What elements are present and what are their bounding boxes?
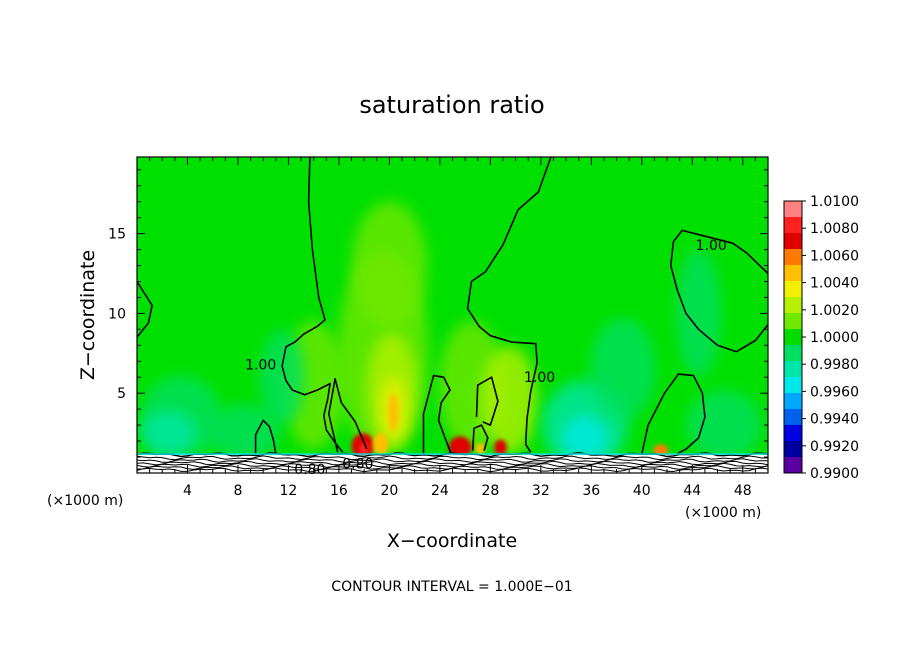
colorbar-swatch (784, 201, 802, 218)
contour-label: 1.00 (245, 357, 276, 373)
field-hotspot (475, 442, 486, 456)
contour-label: 1.00 (696, 238, 727, 254)
field-hotspot (388, 393, 399, 432)
contour-line (254, 419, 277, 454)
colorbar-swatch (784, 361, 802, 378)
contour-lines (137, 157, 768, 455)
x-tick-label: 48 (734, 483, 752, 499)
y-tick-label: 5 (117, 386, 126, 402)
field-hotspot (494, 439, 507, 456)
colorbar-label: 0.9980 (810, 357, 859, 373)
x-axis-label: X−coordinate (387, 530, 517, 552)
colorbar-swatch (784, 409, 802, 426)
colorbar-swatch (784, 217, 802, 234)
colorbar-label: 0.9900 (810, 466, 859, 482)
x-tick-label: 8 (233, 483, 242, 499)
contour-label: 0.80 (342, 456, 373, 472)
field-feature (675, 249, 722, 378)
contour-line (137, 281, 153, 338)
x-tick-label: 24 (431, 483, 449, 499)
field-feature (685, 390, 762, 461)
contour-label: 1.00 (524, 370, 555, 386)
field-feature (562, 415, 608, 461)
colorbar-swatch (784, 313, 802, 330)
x-unit-right: (×1000 m) (685, 505, 761, 521)
colorbar-swatch (784, 441, 802, 458)
field-feature (590, 318, 656, 421)
colorbar-swatch (784, 265, 802, 282)
x-unit-left: (×1000 m) (47, 493, 123, 509)
x-tick-label: 44 (683, 483, 701, 499)
field-feature (481, 345, 538, 454)
x-tick-label: 4 (183, 483, 192, 499)
x-tick-label: 20 (380, 483, 398, 499)
x-tick-label: 28 (481, 483, 499, 499)
colorbar-swatch (784, 345, 802, 362)
x-tick-label: 16 (330, 483, 348, 499)
y-axis-label: Z−coordinate (77, 250, 99, 380)
contour-label: 0.80 (294, 462, 325, 478)
colorbar-swatch (784, 425, 802, 442)
field-feature (140, 410, 197, 456)
contour-interval-note: CONTOUR INTERVAL = 1.000E−01 (331, 579, 572, 595)
colorbar-swatch (784, 297, 802, 314)
ground-contour (137, 460, 768, 466)
ground-contour (137, 455, 768, 461)
colorbar-label: 0.9940 (810, 412, 859, 428)
colorbar-label: 0.9920 (810, 439, 859, 455)
x-tick-label: 36 (582, 483, 600, 499)
field-feature (259, 329, 305, 426)
saturation-field (137, 157, 768, 473)
y-tick-label: 15 (108, 227, 126, 243)
colorbar-label: 1.0000 (810, 330, 859, 346)
y-tick-label: 10 (108, 306, 126, 322)
ground-contour (137, 458, 768, 463)
ground-contour (137, 467, 768, 473)
colorbar-label: 1.0040 (810, 276, 859, 292)
ground-layer (137, 451, 768, 473)
colorbar-label: 0.9960 (810, 384, 859, 400)
contour-line (281, 157, 344, 453)
ground-contour (137, 451, 768, 458)
colorbar-label: 1.0080 (810, 221, 859, 237)
x-tick-label: 40 (633, 483, 651, 499)
contour-line (328, 378, 368, 453)
field-feature (351, 201, 428, 330)
contour-line (641, 373, 706, 455)
contour-line (466, 157, 552, 453)
colorbar-swatch (784, 329, 802, 346)
contour-line (670, 229, 768, 353)
colorbar-swatch (784, 233, 802, 250)
field-blobs (140, 201, 762, 470)
contour-line (471, 424, 489, 451)
colorbar-swatch (784, 249, 802, 266)
colorbar-swatch (784, 393, 802, 410)
x-tick-label: 32 (532, 483, 550, 499)
surface-strip (137, 453, 768, 456)
contour-line (475, 376, 499, 426)
colorbar: 1.0100 1.0080 1.0060 1.0040 1.0020 1.0000 0.99… (783, 194, 859, 482)
colorbar-label: 1.0060 (810, 248, 859, 264)
colorbar-swatch (784, 281, 802, 298)
field-feature (208, 404, 280, 462)
contour-labels: 1.00 1.00 1.00 0.80 0.80 (245, 238, 727, 478)
colorbar-swatch (784, 457, 802, 474)
x-tick-label: 12 (280, 483, 298, 499)
chart-title: saturation ratio (359, 91, 544, 119)
colorbar-label: 1.0020 (810, 303, 859, 319)
colorbar-swatch (784, 377, 802, 394)
ground-contour (137, 462, 768, 468)
contour-line (422, 374, 452, 455)
field-hotspot (372, 433, 389, 456)
colorbar-label: 1.0100 (810, 194, 859, 210)
field-hotspot (359, 442, 370, 456)
